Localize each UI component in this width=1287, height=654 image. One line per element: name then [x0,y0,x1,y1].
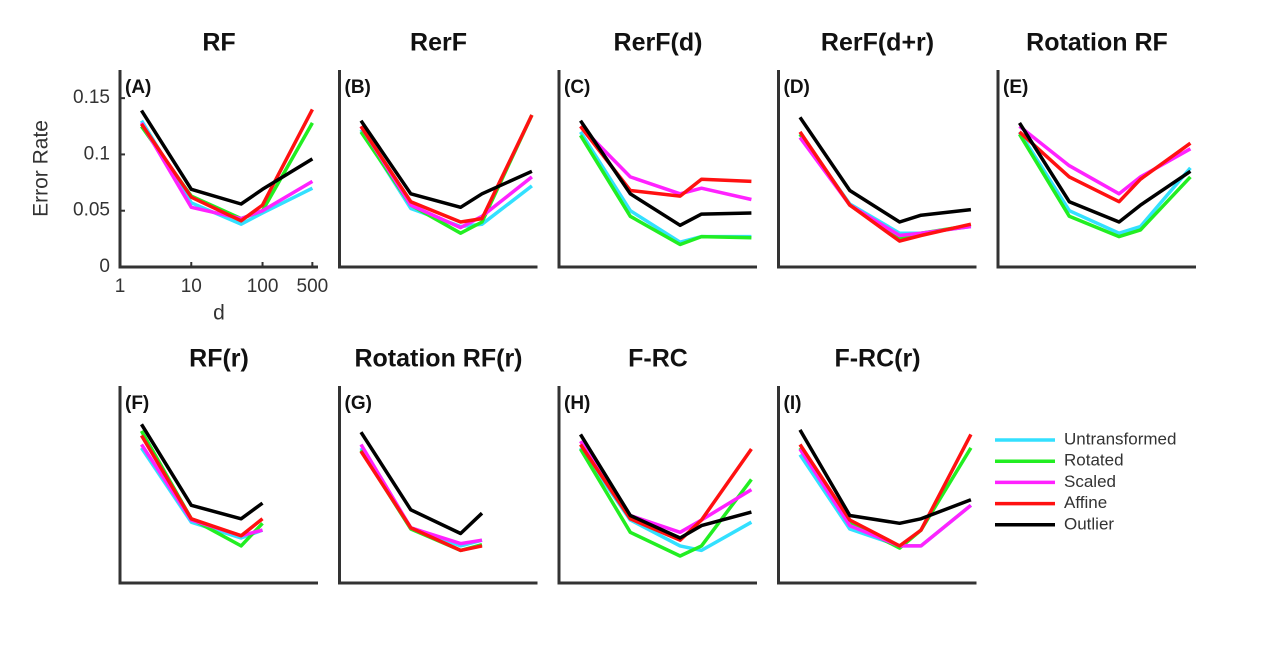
series-line [579,130,752,244]
y-tick-label: 0.15 [73,87,110,108]
panel-title: RerF(d+r) [821,29,934,57]
x-tick-label: 1 [115,276,126,297]
series-line [139,430,264,548]
series-line [359,114,534,224]
panel-title: F-RC(r) [834,345,920,373]
series-line [798,116,972,224]
panel-label: (E) [1003,77,1028,98]
series-line [359,125,533,230]
x-tick-label: 500 [297,276,329,297]
series-line [579,134,752,247]
series-line [140,119,314,226]
series-line [1018,121,1192,224]
series-line [798,130,972,243]
series-line [359,119,533,210]
legend-label: Scaled [1064,472,1116,491]
panel-title: F-RC [628,345,688,373]
series-line [140,108,314,223]
series-line [359,443,483,546]
legend-label: Affine [1064,493,1107,512]
series-line [798,446,973,550]
y-tick-label: 0.05 [73,200,110,221]
panel-label: (B) [345,77,371,98]
series-line [579,125,752,202]
legend-label: Rotated [1064,451,1124,470]
series-line [359,431,484,536]
x-tick-label: 100 [247,276,279,297]
series-line [139,122,314,221]
series-line [359,128,533,229]
series-line [1018,130,1192,235]
series-line [579,443,753,542]
x-tick-label: 10 [181,276,202,297]
series-line [140,122,314,221]
series-line [798,453,973,548]
series-line [798,429,972,526]
panel-title: Rotation RF(r) [354,345,522,373]
panel-title: RF [202,29,235,57]
panel-label: (C) [564,77,590,98]
x-axis-label: d [213,302,225,325]
series-line [579,433,752,540]
series-line [359,449,483,553]
panel-title: RerF(d) [614,29,703,57]
panel-label: (A) [125,77,151,98]
series-line [798,448,973,548]
legend-label: Untransformed [1064,429,1176,448]
y-axis-label: Error Rate [30,120,53,217]
panel-title: RerF [410,29,467,57]
y-tick-label: 0.1 [84,143,110,164]
series-line [1018,130,1192,204]
panel-title: RF(r) [189,345,249,373]
panel-title: Rotation RF [1026,29,1168,57]
series-line [140,423,264,521]
series-line [578,448,753,558]
panel-label: (D) [784,77,810,98]
series-line [798,433,973,548]
legend-label: Outlier [1064,514,1114,533]
panel-label: (G) [345,393,372,414]
series-line [359,450,483,553]
series-line [140,109,314,206]
series-line [139,434,264,538]
panel-label: (I) [784,393,802,414]
series-line [579,119,752,228]
panel-label: (H) [564,393,590,414]
series-line [1018,133,1192,239]
series-line [798,133,972,235]
y-tick-label: 0 [99,256,110,277]
panel-label: (F) [125,393,149,414]
